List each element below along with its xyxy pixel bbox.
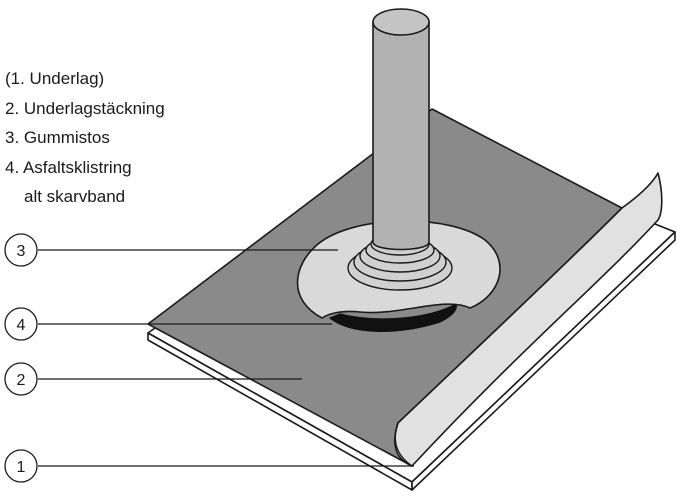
callout-2: 2 xyxy=(4,362,302,396)
legend-item-membrane: 2. Underlagstäckning xyxy=(5,98,165,118)
callout-circle xyxy=(4,233,38,267)
callout-number: 1 xyxy=(17,459,26,476)
legend-item-joint-tape: alt skarvband xyxy=(24,187,126,206)
underlay-board-side-edge xyxy=(411,231,676,491)
legend-item-asphalt-adhesive: 4. Asfaltsklistring xyxy=(5,157,132,177)
pipe-top xyxy=(372,8,430,36)
callout-4: 4 xyxy=(4,307,332,341)
callout-number: 3 xyxy=(17,243,26,260)
membrane-curl-shadow xyxy=(394,422,413,467)
legend-item-underlay: (1. Underlag) xyxy=(5,69,105,88)
asphalt-adhesive-ring xyxy=(328,303,457,332)
callout-circle xyxy=(4,307,38,341)
pipe xyxy=(372,8,430,251)
pipe-body xyxy=(372,21,430,251)
legend: (1. Underlag) 2. Underlagstäckning 3. Gu… xyxy=(5,64,165,212)
callout-number: 4 xyxy=(17,317,26,334)
callout-1: 1 xyxy=(4,449,414,483)
callout-3: 3 xyxy=(4,233,338,267)
callout-circle xyxy=(4,362,38,396)
callout-number: 2 xyxy=(17,372,26,389)
membrane-curled-edge xyxy=(394,172,663,467)
callout-circle xyxy=(4,449,38,483)
legend-item-rubber-boot: 3. Gummistos xyxy=(5,128,110,147)
